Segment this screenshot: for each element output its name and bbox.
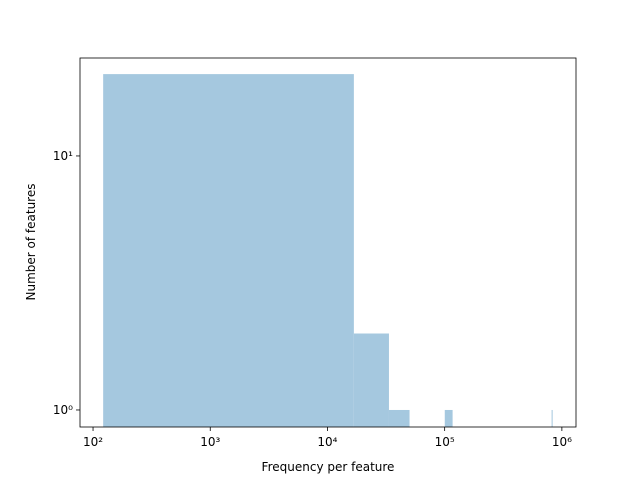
bar — [353, 333, 389, 427]
x-tick-label: 10⁴ — [317, 435, 337, 449]
y-tick-label: 10⁰ — [53, 403, 73, 417]
x-tick-label: 10² — [83, 435, 103, 449]
x-tick-label: 10⁶ — [552, 435, 572, 449]
y-axis-label: Number of features — [24, 184, 38, 301]
x-tick-label: 10⁵ — [435, 435, 455, 449]
bar — [103, 74, 354, 427]
y-tick-label: 10¹ — [53, 149, 73, 163]
bar — [551, 409, 553, 427]
x-axis-label: Frequency per feature — [262, 460, 395, 474]
x-tick-label: 10³ — [200, 435, 220, 449]
bar — [388, 409, 410, 427]
plot-frame — [79, 57, 577, 428]
bar — [444, 409, 453, 427]
